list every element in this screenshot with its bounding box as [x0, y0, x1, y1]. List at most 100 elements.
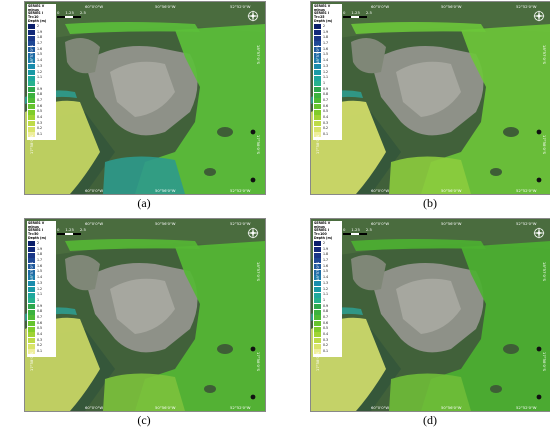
legend-label: 1.3 — [323, 280, 329, 285]
legend-swatch — [28, 326, 35, 332]
legend-item: 1.8 — [314, 252, 341, 258]
legend-label: 0.8 — [37, 92, 43, 97]
legend-label: 0.1 — [37, 349, 43, 354]
legend-item: 0.1 — [28, 132, 55, 138]
legend-swatch — [28, 349, 35, 355]
legend-header: Depth (m) — [314, 19, 333, 24]
legend-item: 1.9 — [28, 247, 55, 253]
legend-label: 1.8 — [323, 252, 329, 257]
legend-label: 1.7 — [37, 258, 43, 263]
legend-swatch — [314, 326, 321, 332]
legend-title-line: SERIES V — [314, 4, 331, 8]
legend-label: 1.9 — [37, 246, 43, 251]
flood-extent-south — [103, 156, 185, 194]
legend-item: 0.5 — [314, 326, 341, 332]
legend-label: 0.5 — [323, 326, 329, 331]
legend-item: 1.6 — [28, 47, 55, 53]
legend-label: 1.9 — [323, 246, 329, 251]
legend-header: Depth (m) — [28, 19, 47, 24]
legend-label: 2 — [37, 241, 40, 246]
legend-label: 1.2 — [37, 286, 43, 291]
legend-swatch — [314, 332, 321, 338]
legend-item: 1.5 — [314, 52, 341, 58]
legend-swatch — [28, 98, 35, 104]
river-channel-north — [65, 239, 200, 251]
legend-swatch — [314, 132, 321, 138]
legend-title-line: SERIES I — [28, 11, 43, 16]
legend-swatch — [28, 69, 35, 75]
legend-item: 0.1 — [314, 132, 341, 138]
legend-label: 2 — [323, 24, 326, 29]
island — [490, 385, 502, 393]
scale-labels: 0 1.25 2.5 — [57, 227, 86, 232]
legend-label: 1.3 — [37, 280, 43, 285]
legend-label: 0.8 — [323, 92, 329, 97]
legend-swatch — [314, 30, 321, 35]
legend-item: 1.7 — [314, 41, 341, 47]
flood-extent-south — [389, 156, 471, 194]
legend-label: 1.5 — [323, 52, 329, 57]
latitude-label-left: 17°58'0"S — [29, 134, 35, 155]
latitude-label-right: 17°58'0"S — [255, 351, 261, 372]
island — [503, 127, 519, 137]
longitude-label-top: 52°52'0"W — [230, 221, 251, 226]
legend-swatch — [314, 343, 321, 349]
legend-swatch — [28, 121, 35, 126]
legend-label: 1.5 — [37, 269, 43, 274]
legend-item: 0.3 — [28, 121, 55, 127]
legend-label: 1.1 — [323, 75, 329, 80]
legend-title-line: SERIES I — [314, 228, 329, 233]
legend-label: 0.3 — [37, 337, 43, 342]
legend-label: 0.5 — [37, 326, 43, 331]
legend-label: 1.2 — [323, 69, 329, 74]
legend-swatch — [28, 303, 35, 309]
longitude-label-bottom: 60°0'0"W — [371, 188, 390, 193]
legend-item: 1.3 — [28, 281, 55, 287]
legend-label: 1.6 — [37, 46, 43, 51]
legend-item: 1.6 — [314, 264, 341, 270]
legend-swatch — [28, 30, 35, 35]
longitude-label-top: 52°52'0"W — [516, 4, 537, 9]
legend-label: 0.7 — [37, 97, 43, 102]
scale-label: 0 — [57, 227, 60, 232]
map-canvas — [311, 2, 550, 194]
legend-label: 1.3 — [37, 63, 43, 68]
legend-item: 1.4 — [28, 275, 55, 281]
legend-swatch — [314, 292, 321, 298]
legend-item: 1 — [28, 298, 55, 304]
legend-label: 1 — [37, 80, 40, 85]
longitude-label-top: 60°0'0"W — [371, 4, 390, 9]
legend-label: 1 — [37, 297, 40, 302]
legend-label: 0.9 — [37, 86, 43, 91]
legend-item: 0.4 — [28, 332, 55, 338]
legend-label: 0.8 — [37, 309, 43, 314]
legend-swatch — [28, 132, 35, 138]
north-arrow-icon — [247, 227, 259, 239]
flood-extent-south — [389, 373, 471, 411]
legend-item: 1.2 — [314, 286, 341, 292]
north-arrow-icon — [533, 10, 545, 22]
legend-swatch — [314, 69, 321, 75]
urban-area — [65, 38, 100, 74]
map-marker — [536, 346, 542, 352]
scale-labels: 0 1.25 2.5 — [343, 10, 372, 15]
legend-label: 1 — [323, 297, 326, 302]
longitude-label-bottom: 50°56'0"W — [441, 405, 462, 410]
legend-swatch — [314, 35, 321, 41]
latitude-label-left: 17°58'0"S — [315, 351, 321, 372]
longitude-label-bottom: 52°52'0"W — [516, 188, 537, 193]
latitude-label-right: 18°57'0"S — [541, 261, 547, 282]
scale-labels: 0 1.25 2.5 — [343, 227, 372, 232]
legend-label: 0.6 — [37, 320, 43, 325]
legend-swatch — [314, 47, 321, 53]
legend-swatch — [28, 35, 35, 41]
map-canvas — [311, 219, 550, 411]
legend-item: 1.3 — [314, 281, 341, 287]
urban-core — [110, 278, 175, 334]
legend-item: 0.8 — [28, 309, 55, 315]
legend-label: 1.8 — [37, 252, 43, 257]
legend-item: 0.6 — [28, 320, 55, 327]
latitude-label-right: 18°57'0"S — [255, 44, 261, 65]
